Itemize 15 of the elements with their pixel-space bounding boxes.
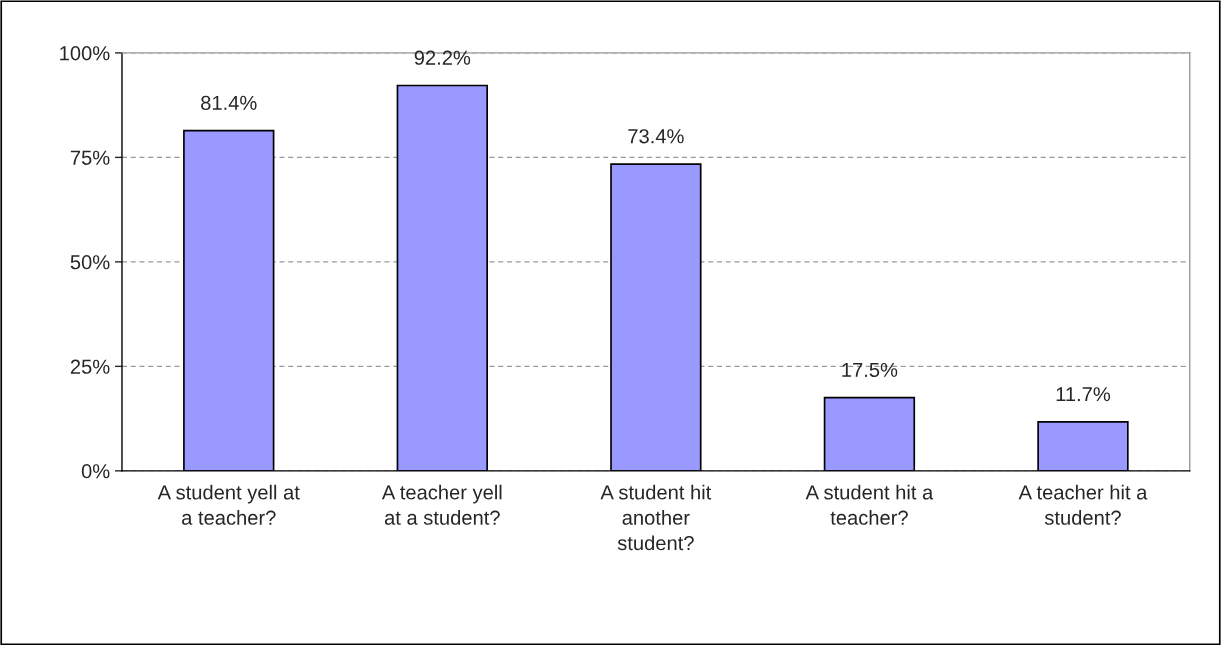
y-tick-label: 100% [60,46,110,61]
y-tick-label: 0% [81,464,110,479]
y-tick-label: 25% [70,359,110,374]
x-tick-label: A student hit a teacher? [805,484,934,525]
x-tick-label: A student hit another student? [600,484,712,551]
data-label: 17.5% [842,362,898,378]
y-tick-label: 50% [70,255,110,270]
x-tick-label: A student yell at a teacher? [157,484,300,525]
x-tick-label: A teacher hit a student? [1018,484,1148,525]
y-tick-label: 75% [70,150,110,165]
x-tick-label: A teacher yell at a student? [381,484,502,525]
data-label: 92.2% [414,50,471,65]
data-label: 81.4% [201,95,257,110]
data-label: 73.4% [628,129,684,144]
data-label: 11.7% [1056,387,1111,402]
